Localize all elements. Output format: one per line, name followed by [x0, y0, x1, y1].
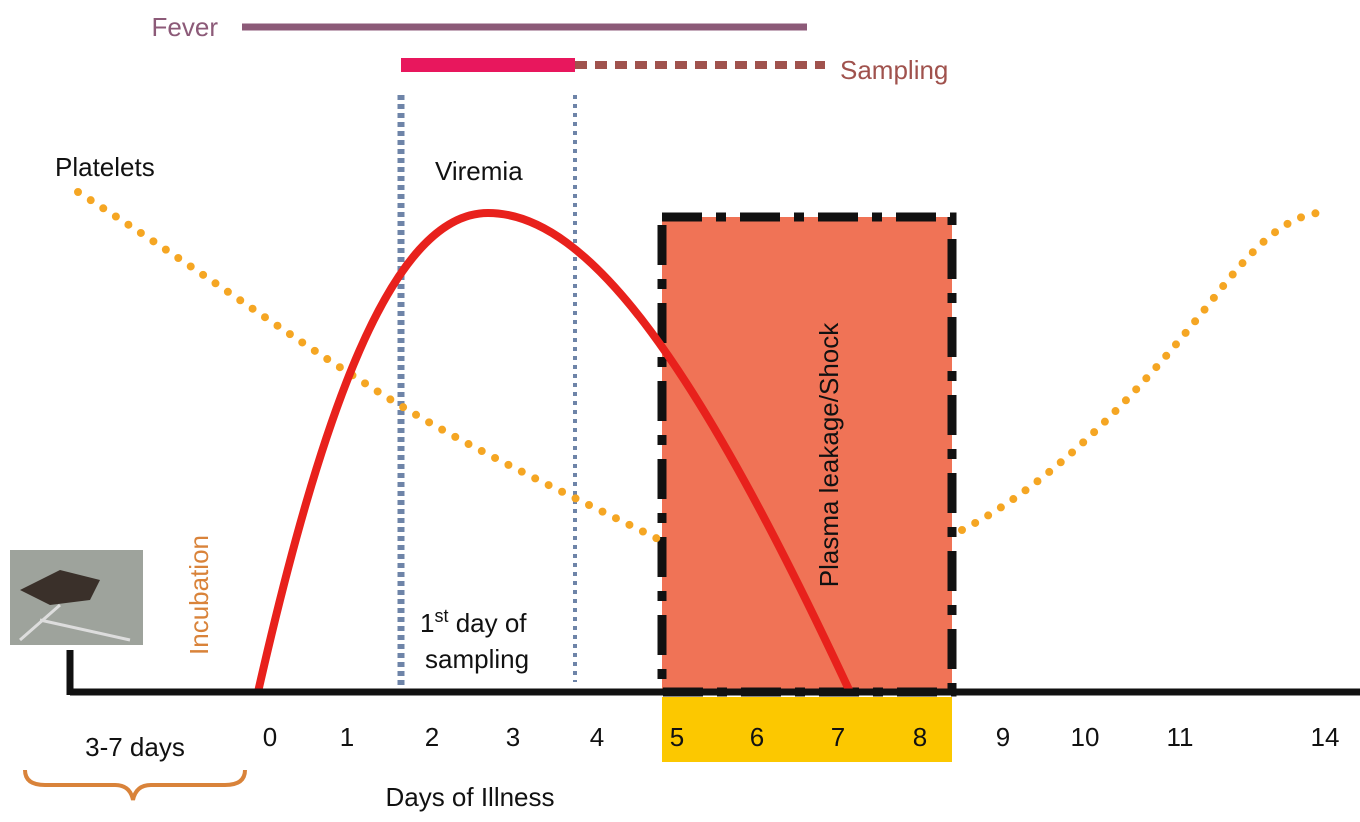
- tick-label: 1: [340, 722, 354, 752]
- tick-label: 4: [590, 722, 604, 752]
- critical-days-band: [662, 697, 952, 762]
- tick-label: 8: [913, 722, 927, 752]
- first-day-line2: sampling: [425, 644, 529, 674]
- platelets-curve-rising: [962, 212, 1330, 530]
- axis-title: Days of Illness: [385, 782, 554, 812]
- tick-label: 3: [506, 722, 520, 752]
- tick-label: 5: [670, 722, 684, 752]
- tick-label: 9: [996, 722, 1010, 752]
- incubation-period: 3-7 days: [85, 732, 185, 762]
- page: {"bars": {"fever": "Fever", "sampling": …: [0, 0, 1360, 817]
- platelets-label: Platelets: [55, 152, 155, 182]
- tick-label: 7: [831, 722, 845, 752]
- tick-label: 11: [1167, 722, 1194, 752]
- incubation-label: Incubation: [184, 535, 214, 655]
- first-day-label: 1st day of: [420, 606, 527, 638]
- plasma-label: Plasma leakage/Shock: [814, 322, 844, 587]
- first-day-suffix: st: [434, 606, 448, 626]
- incubation-brace: [25, 770, 245, 800]
- tick-label: 6: [750, 722, 764, 752]
- fever-label: Fever: [152, 12, 219, 42]
- first-day-number: 1: [420, 608, 434, 638]
- diagram: Plasma leakage/Shock Fever Sampling Plat…: [0, 0, 1360, 817]
- sampling-label: Sampling: [840, 55, 948, 85]
- first-day-rest: day of: [448, 608, 527, 638]
- tick-label: 2: [425, 722, 439, 752]
- viremia-label: Viremia: [435, 156, 523, 186]
- plasma-leakage-box: [662, 217, 952, 692]
- tick-label: 0: [263, 722, 277, 752]
- tick-label: 14: [1311, 722, 1340, 752]
- tick-label: 10: [1071, 722, 1100, 752]
